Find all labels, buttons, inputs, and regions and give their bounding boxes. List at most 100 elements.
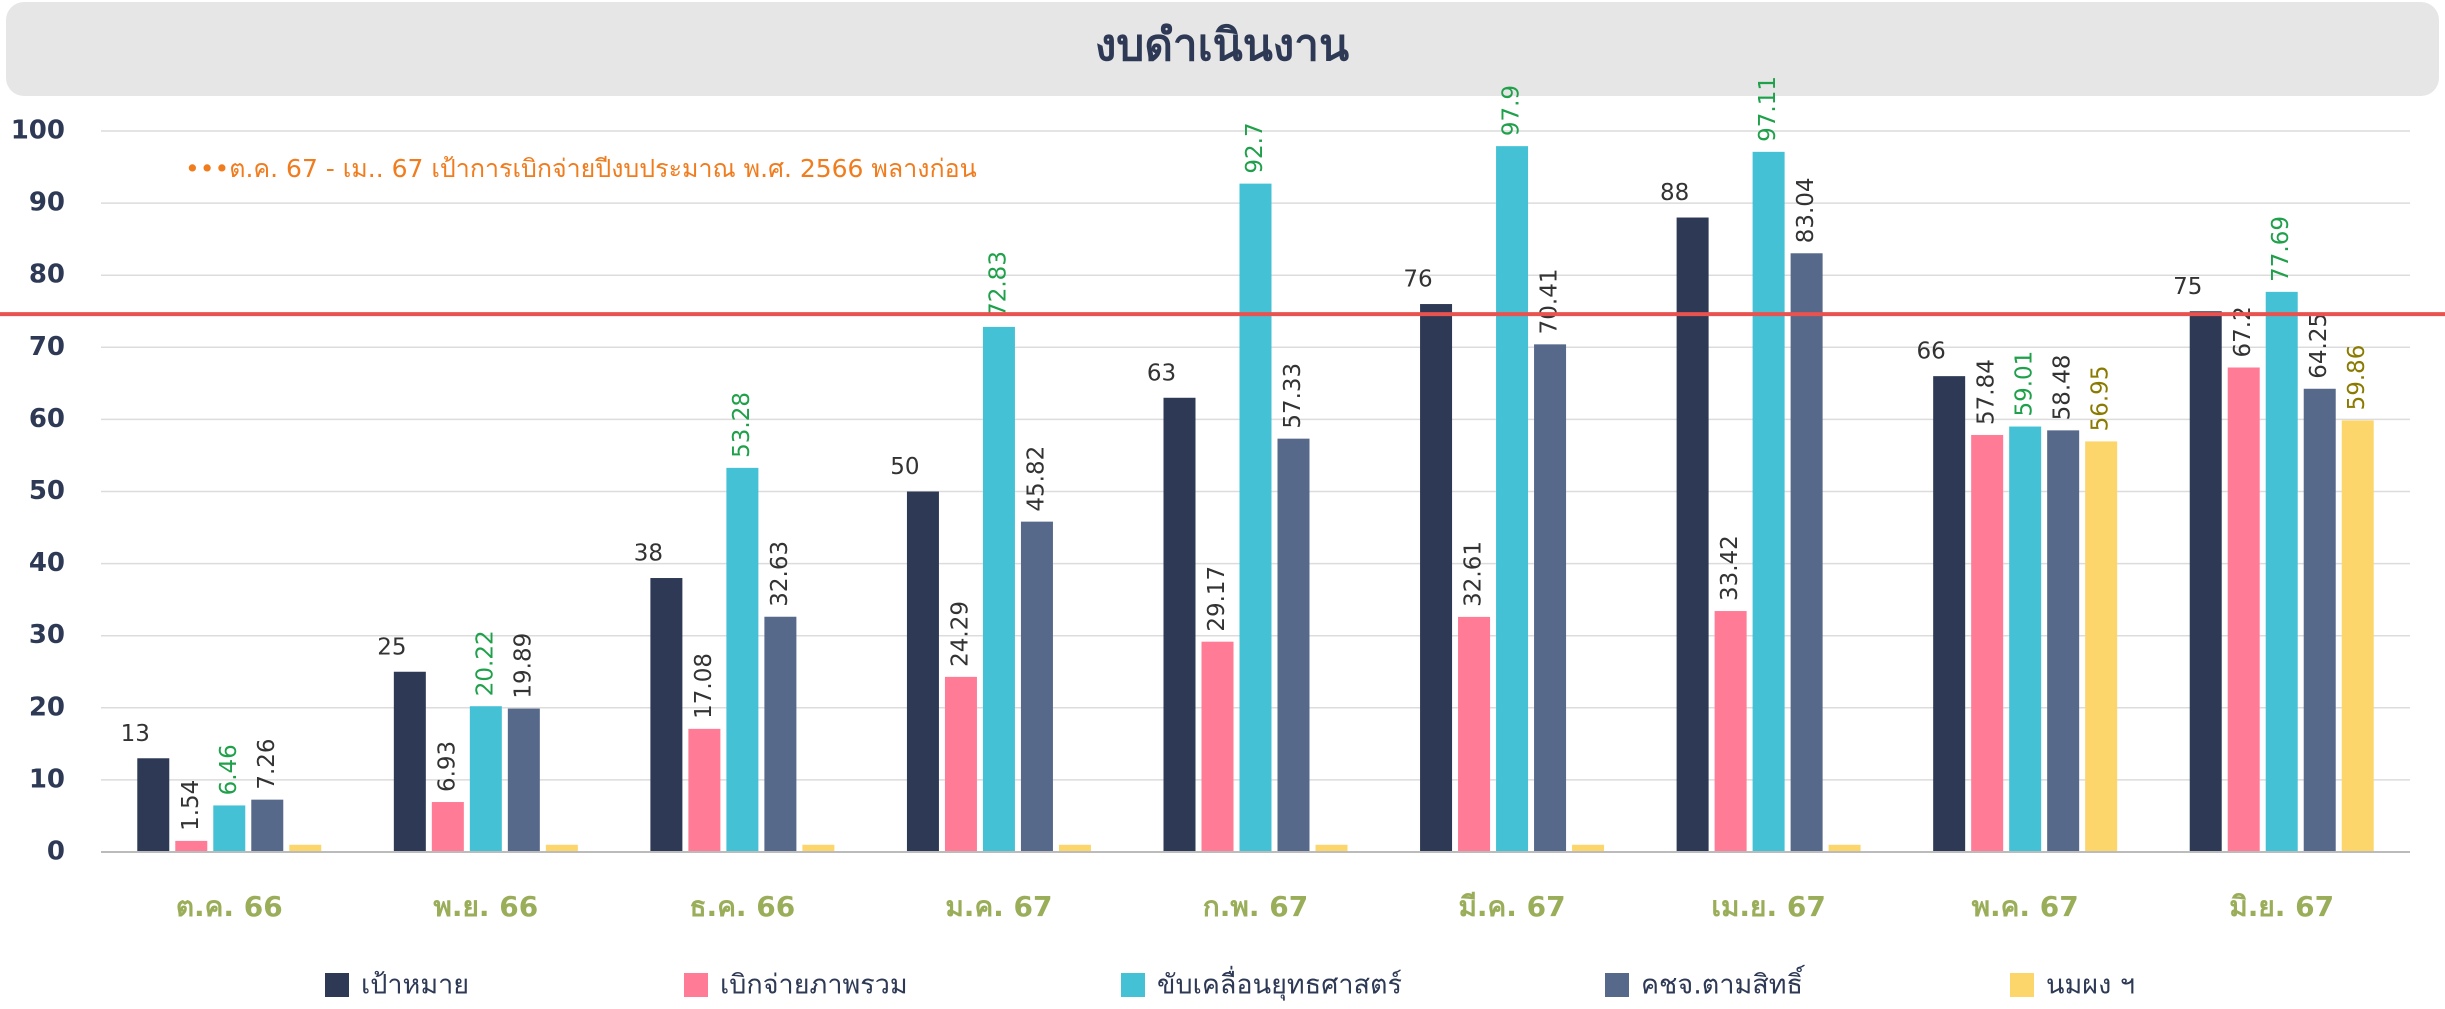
x-tick-label: เม.ย. 67 [1711,890,1825,923]
bar [1020,521,1053,852]
y-tick-label: 80 [29,260,65,290]
bar [137,758,170,852]
x-tick-label: ก.พ. 67 [1203,890,1308,923]
bar [906,491,939,852]
data-label: 58.48 [2050,354,2076,420]
data-label: 57.33 [1280,363,1306,429]
bar [2009,426,2042,852]
data-label: 33.42 [1717,535,1743,601]
x-tick-label: พ.ย. 66 [433,890,538,923]
bar [1163,397,1196,852]
data-label: 1.54 [178,780,204,831]
legend-label: คชจ.ตามสิทธิ์ [1641,965,1806,1001]
legend-swatch [1121,973,1145,997]
bar [1828,844,1861,852]
bar [2085,441,2118,852]
bar [1676,217,1709,852]
y-tick-label: 90 [29,188,65,218]
bar [944,676,977,852]
legend-swatch [325,973,349,997]
legend-label: เบิกจ่ายภาพรวม [720,970,908,1001]
data-label: 50 [890,454,919,480]
y-tick-label: 70 [29,332,65,362]
bar [764,616,797,852]
data-label: 32.61 [1461,541,1487,607]
data-label: 13 [121,721,150,747]
bar [289,844,322,852]
y-tick-label: 0 [47,837,65,867]
bar [1420,304,1453,852]
bar [1572,844,1605,852]
data-label: 59.86 [2344,345,2370,411]
y-tick-label: 10 [29,764,65,794]
y-tick-label: 50 [29,476,65,506]
bar [213,805,246,852]
data-label: 20.22 [472,630,498,696]
bar [545,844,578,852]
bar [1933,376,1966,852]
data-label: 72.83 [985,251,1011,317]
bar [2341,420,2374,852]
bar [1058,844,1091,852]
data-label: 88 [1660,180,1689,206]
data-label: 92.7 [1242,122,1268,173]
data-label: 17.08 [691,653,717,719]
bar [251,799,284,852]
y-tick-label: 30 [29,620,65,650]
bar [726,467,759,852]
data-label: 56.95 [2088,366,2114,432]
data-label: 45.82 [1023,446,1049,512]
bar [2227,367,2260,852]
data-label: 70.41 [1537,268,1563,334]
data-label: 77.69 [2268,216,2294,282]
data-label: 63 [1147,360,1176,386]
bar [2189,311,2222,852]
data-label: 25 [377,634,406,660]
data-label: 76 [1403,267,1432,293]
bar [1458,616,1491,852]
x-tick-label: ต.ค. 66 [176,890,283,923]
bar [1496,146,1529,853]
bar [982,326,1015,852]
data-label: 6.93 [434,741,460,792]
data-label: 97.11 [1755,76,1781,142]
data-label: 97.9 [1499,85,1525,136]
data-label: 32.63 [767,541,793,607]
bar [2047,430,2080,852]
data-label: 75 [2173,274,2202,300]
data-label: 6.46 [216,744,242,795]
bar [1790,253,1823,852]
bar [469,706,502,852]
x-tick-label: มี.ค. 67 [1458,890,1565,923]
data-label: 24.29 [947,601,973,667]
bar [1971,434,2004,852]
data-label: 59.01 [2012,351,2038,417]
bar [2303,388,2336,852]
legend-label: นมผง ฯ [2046,970,2135,1001]
data-label: 7.26 [254,738,280,789]
legend-label: ขับเคลื่อนยุทธศาสตร์ [1157,966,1402,1002]
x-tick-label: ม.ค. 67 [945,890,1052,923]
x-tick-label: มิ.ย. 67 [2229,890,2334,923]
bar [1752,151,1785,852]
bar [393,671,426,852]
data-label: 83.04 [1793,177,1819,243]
chart-title: งบดำเนินงาน [1095,20,1349,71]
bar [2265,291,2298,852]
legend-label: เป้าหมาย [361,970,469,1001]
legend-swatch [684,973,708,997]
bar [431,802,464,852]
y-tick-label: 100 [11,116,65,146]
bar [507,708,540,852]
bar [175,840,208,852]
bar [1714,611,1747,852]
data-label: 64.25 [2306,313,2332,379]
data-label: 19.89 [510,633,536,699]
x-tick-label: พ.ค. 67 [1972,890,2079,923]
bar [1534,344,1567,852]
bar [1239,183,1272,852]
bar [650,578,683,852]
data-label: 66 [1917,339,1946,365]
legend-swatch [2010,973,2034,997]
